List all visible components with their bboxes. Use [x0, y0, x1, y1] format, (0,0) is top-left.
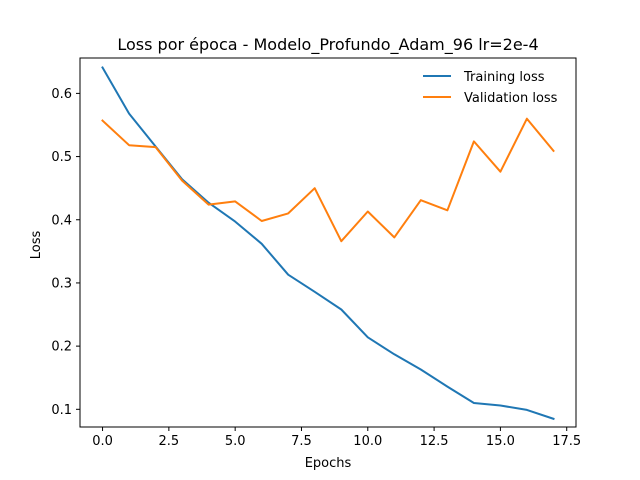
x-tick-label: 10.0 — [353, 434, 382, 449]
x-tick-label: 5.0 — [225, 434, 246, 449]
series-line-validation — [101, 117, 555, 243]
y-tick-label: 0.4 — [51, 213, 72, 228]
legend-label-training: Training loss — [463, 70, 545, 85]
y-axis-label: Loss — [29, 231, 44, 260]
plot-area — [101, 66, 555, 421]
y-tick-label: 0.3 — [51, 276, 72, 291]
axes-frame — [79, 57, 577, 428]
legend-label-validation: Validation loss — [464, 91, 558, 106]
x-tick-label: 7.5 — [291, 434, 312, 449]
y-tick-label: 0.2 — [51, 340, 72, 355]
x-tick-label: 0.0 — [92, 434, 113, 449]
x-tick-label: 17.5 — [552, 434, 581, 449]
y-tick-label: 0.1 — [51, 403, 72, 418]
axes: 0.0 2.5 5.0 7.5 10.0 12.5 15.0 17.5 0.1 0.2 0.3 0.4… — [51, 57, 581, 449]
legend: Training loss Validation loss — [423, 70, 558, 106]
x-tick-label: 2.5 — [159, 434, 180, 449]
y-tick-label: 0.5 — [51, 150, 72, 165]
x-axis-label: Epochs — [305, 456, 352, 471]
x-tick-label: 12.5 — [420, 434, 449, 449]
chart-title: Loss por época - Modelo_Profundo_Adam_96… — [117, 35, 538, 55]
x-tick-label: 15.0 — [486, 434, 515, 449]
y-tick-label: 0.6 — [51, 87, 72, 102]
